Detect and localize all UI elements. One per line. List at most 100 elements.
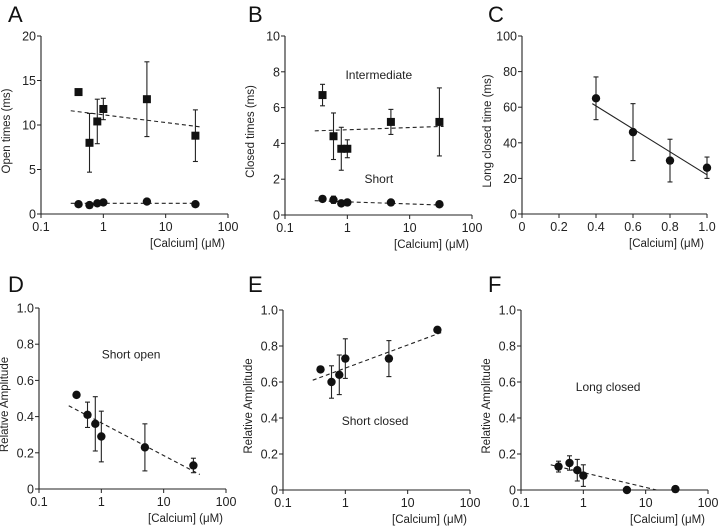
data-point-square: [337, 144, 346, 153]
fit-line: [70, 110, 200, 128]
y-axis-label: Long closed time (ms): [482, 74, 494, 187]
y-axis-label: Relative Amplitude: [243, 358, 255, 453]
series-short: [314, 194, 444, 209]
annotation-label: Short: [364, 172, 393, 186]
y-tick-label: 0: [509, 484, 516, 498]
data-point-circle: [191, 200, 200, 209]
y-tick-label: 0: [27, 483, 34, 497]
y-axis-label: Relative Amplitude: [0, 357, 11, 452]
y-tick-label: 20: [503, 172, 517, 186]
data-point-circle: [335, 370, 344, 379]
x-tick-label: 100: [218, 220, 239, 234]
x-tick-label: 0.1: [276, 221, 293, 235]
data-point-square: [142, 95, 151, 104]
fit-line: [550, 464, 657, 491]
data-point-circle: [579, 471, 588, 480]
panel-d: D 0 0.2 0.4 0.6 0.8 1.0 0.1 1 10 100 [Calcium] (μM)…: [0, 272, 236, 525]
panel-label: B: [248, 2, 263, 27]
y-tick-label: 0.2: [499, 448, 516, 462]
y-tick-label: 1.0: [17, 302, 34, 316]
data-point-circle: [99, 198, 108, 207]
y-tick-label: 6: [273, 101, 280, 115]
data-point-circle: [343, 198, 352, 207]
series-long-open: [70, 61, 200, 173]
data-point-circle: [316, 365, 325, 374]
y-tick-label: 80: [503, 65, 517, 79]
panel-label: E: [248, 272, 263, 297]
y-tick-label: 0: [273, 209, 280, 223]
y-tick-label: 0.6: [261, 376, 278, 390]
data-point-square: [343, 144, 352, 153]
data-point-circle: [591, 94, 601, 103]
data-point-circle: [74, 200, 83, 209]
series-short-open: [70, 197, 200, 210]
data-point-circle: [554, 462, 563, 471]
panel-b: B 0 2 4 6 8 10 0.1 1 10 100 [Calcium] (μM) Closed ti…: [245, 2, 482, 251]
x-tick-label: 1.0: [698, 220, 715, 234]
x-tick-label: 1: [98, 495, 105, 509]
y-tick-label: 0.6: [17, 374, 34, 388]
y-tick-label: 1.0: [261, 304, 278, 318]
series-intermediate: [314, 83, 444, 171]
data-point-square: [329, 132, 338, 141]
x-tick-label: 0.1: [32, 220, 49, 234]
annotation-label: Short open: [102, 348, 161, 362]
y-tick-label: 0.4: [261, 412, 278, 426]
data-point-circle: [329, 195, 338, 204]
data-point-circle: [386, 198, 396, 207]
x-axis-label: [Calcium] (μM): [150, 238, 225, 250]
x-tick-label: 0.1: [274, 496, 291, 510]
x-axis-label: [Calcium] (μM): [392, 514, 467, 526]
data-point-circle: [318, 194, 327, 204]
data-point-circle: [573, 466, 582, 475]
fit-line: [312, 331, 444, 381]
series-long-closed: [550, 455, 680, 495]
data-point-circle: [435, 200, 444, 209]
series-long-closed: [591, 76, 712, 183]
x-axis-label: [Calcium] (μM): [148, 513, 223, 525]
y-tick-label: 1.0: [499, 304, 516, 318]
data-point-circle: [384, 354, 394, 363]
y-tick-label: 0.2: [17, 446, 34, 460]
data-point-square: [85, 138, 94, 147]
data-point-circle: [565, 458, 574, 468]
data-point-circle: [665, 156, 675, 165]
x-tick-label: 10: [401, 496, 415, 510]
data-point-circle: [433, 325, 442, 334]
series-short-closed: [312, 325, 444, 399]
y-tick-label: 0.4: [499, 412, 516, 426]
y-tick-label: 100: [496, 30, 517, 44]
x-tick-label: 0: [519, 220, 526, 234]
data-point-circle: [97, 432, 106, 441]
data-point-circle: [341, 354, 350, 363]
data-point-circle: [91, 419, 100, 429]
panel-label: F: [488, 272, 501, 297]
data-point-circle: [83, 410, 92, 419]
y-tick-label: 10: [22, 119, 36, 133]
data-point-circle: [628, 127, 638, 137]
data-point-square: [318, 91, 327, 100]
data-point-circle: [189, 461, 198, 470]
x-tick-label: 100: [460, 496, 481, 510]
x-tick-label: 1: [344, 221, 351, 235]
x-tick-label: 10: [157, 495, 171, 509]
y-tick-label: 15: [22, 74, 36, 88]
panel-label: D: [8, 272, 24, 297]
x-tick-label: 10: [403, 221, 417, 235]
panel-label: C: [488, 2, 504, 27]
data-point-square: [99, 104, 108, 113]
y-tick-label: 0: [29, 208, 36, 222]
data-point-circle: [140, 443, 150, 452]
y-tick-label: 0.4: [17, 410, 34, 424]
y-axis-label: Relative Amplitude: [481, 358, 493, 453]
series-short-open: [68, 390, 201, 476]
panel-e: E 0 0.2 0.4 0.6 0.8 1.0 0.1 1 10 100 [Calcium] (μM)…: [243, 272, 480, 526]
x-tick-label: 100: [216, 495, 237, 509]
y-tick-label: 2: [273, 173, 280, 187]
y-tick-label: 0.8: [499, 340, 516, 354]
x-tick-label: 0.6: [624, 220, 641, 234]
data-point-square: [191, 131, 200, 140]
data-point-circle: [622, 485, 632, 495]
x-tick-label: 10: [639, 496, 653, 510]
